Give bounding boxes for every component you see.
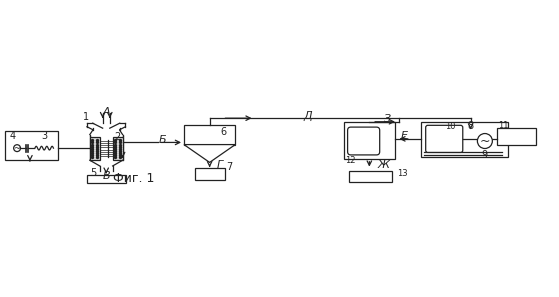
Text: ~: ~ <box>480 135 490 148</box>
Bar <box>184 125 235 145</box>
Text: З: З <box>385 114 391 124</box>
Text: 10: 10 <box>446 121 456 131</box>
Text: 4: 4 <box>10 131 16 141</box>
Text: 3: 3 <box>41 131 48 141</box>
Bar <box>421 122 508 157</box>
Polygon shape <box>184 145 235 162</box>
FancyBboxPatch shape <box>426 125 463 152</box>
Text: Ж: Ж <box>377 159 389 170</box>
Bar <box>195 168 225 179</box>
Text: 1: 1 <box>83 113 88 122</box>
Text: 7: 7 <box>226 162 233 172</box>
Text: 13: 13 <box>397 169 408 178</box>
Text: 12: 12 <box>345 156 356 165</box>
Text: 11: 11 <box>499 121 509 130</box>
Text: 2: 2 <box>115 132 121 142</box>
Text: Г: Г <box>217 160 223 170</box>
Text: Фиг. 1: Фиг. 1 <box>112 172 154 185</box>
Text: 6: 6 <box>221 127 227 137</box>
Text: Е: Е <box>401 131 408 141</box>
Text: 5: 5 <box>91 168 97 178</box>
FancyBboxPatch shape <box>348 127 380 155</box>
Bar <box>349 171 392 182</box>
Text: ~: ~ <box>13 144 21 153</box>
Text: Б: Б <box>159 135 167 145</box>
Circle shape <box>13 145 21 151</box>
Text: Д: Д <box>304 111 312 121</box>
Text: 8: 8 <box>467 121 473 131</box>
Bar <box>112 138 122 159</box>
Bar <box>497 128 536 145</box>
Bar <box>90 138 100 159</box>
Bar <box>5 131 59 159</box>
Text: В: В <box>102 170 110 181</box>
Text: 9: 9 <box>482 150 488 160</box>
Circle shape <box>477 134 492 148</box>
Bar <box>87 175 126 183</box>
Text: А: А <box>102 107 110 117</box>
Bar <box>344 122 395 159</box>
